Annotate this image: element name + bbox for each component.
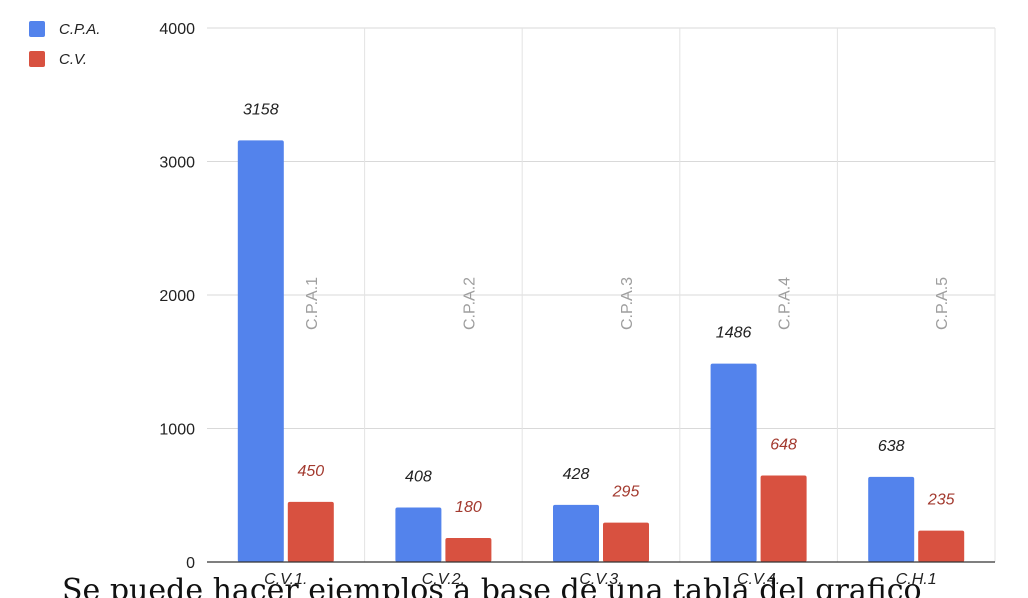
grid-lines	[207, 27, 996, 562]
data-label: 408	[405, 469, 432, 486]
bar	[868, 476, 915, 562]
data-label: 638	[878, 438, 905, 455]
data-label: 450	[297, 463, 324, 480]
bar	[395, 507, 442, 562]
legend-swatch	[29, 21, 45, 37]
x-category-label: C.V.1.	[264, 571, 307, 588]
y-tick-label: 1000	[159, 422, 195, 439]
legend-swatch	[29, 51, 45, 67]
data-label: 1486	[716, 325, 752, 342]
x-category-label: C.V.3.	[579, 571, 622, 588]
y-tick-label: 3000	[159, 155, 195, 172]
column-annotation: C.P.A.1	[304, 277, 321, 330]
bar	[553, 504, 599, 562]
legend: C.P.A. C.V.	[29, 21, 100, 68]
chart-caption: Se puede hacer ejemplos a base de una ta…	[62, 573, 922, 598]
y-tick-label: 2000	[159, 288, 195, 305]
x-axis-categories: C.V.1. C.V.2. C.V.3. C.V.4. C.H.1	[264, 571, 936, 588]
data-labels: 3158 408 428 1486 638 450 180 295 648 235	[243, 101, 955, 516]
y-tick-label: 4000	[159, 21, 195, 38]
bar	[710, 363, 757, 562]
x-category-label: C.V.2.	[422, 571, 465, 588]
data-label: 648	[770, 436, 797, 453]
column-annotations: C.P.A.1 C.P.A.2 C.P.A.3 C.P.A.4 C.P.A.5	[304, 277, 951, 330]
y-tick-label: 0	[186, 555, 195, 572]
bar	[760, 475, 807, 562]
y-axis-ticks: 0 1000 2000 3000 4000	[159, 21, 195, 572]
data-label: 295	[612, 484, 640, 501]
bar	[918, 530, 965, 562]
column-annotation: C.P.A.5	[934, 277, 951, 330]
bar	[287, 501, 334, 562]
column-annotation: C.P.A.3	[619, 277, 636, 330]
bars	[237, 140, 965, 563]
x-category-label: C.V.4.	[737, 571, 780, 588]
data-label: 235	[927, 492, 955, 509]
data-label: 3158	[243, 101, 279, 118]
column-annotation: C.P.A.4	[777, 277, 794, 330]
x-category-label: C.H.1	[896, 571, 937, 588]
data-label: 180	[455, 499, 482, 516]
bar	[237, 140, 284, 563]
bar	[603, 522, 649, 562]
data-label: 428	[563, 466, 590, 483]
legend-label: C.P.A.	[59, 21, 100, 38]
bar	[445, 537, 492, 562]
column-annotation: C.P.A.2	[461, 277, 478, 330]
legend-label: C.V.	[59, 51, 87, 68]
